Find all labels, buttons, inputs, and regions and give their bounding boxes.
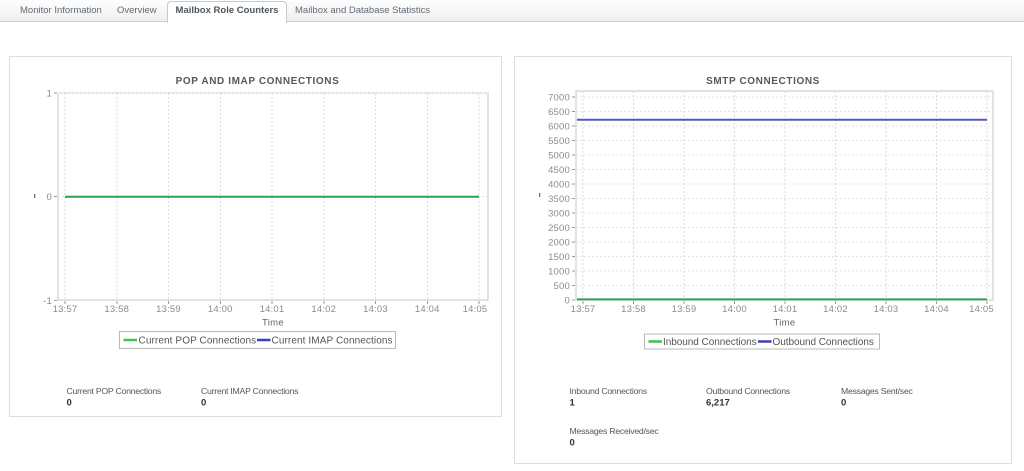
svg-text:Outbound Connections: Outbound Connections: [773, 337, 874, 348]
svg-text:0: 0: [67, 398, 72, 409]
svg-text:4500: 4500: [548, 165, 570, 176]
svg-text:14:03: 14:03: [874, 304, 899, 315]
svg-text:Time: Time: [774, 318, 796, 329]
svg-text:1000: 1000: [548, 266, 570, 277]
svg-text:3500: 3500: [548, 194, 570, 205]
svg-text:Inbound Connections: Inbound Connections: [570, 386, 648, 396]
svg-text:13:57: 13:57: [53, 304, 78, 315]
svg-text:0: 0: [841, 398, 846, 409]
svg-text:14:01: 14:01: [260, 304, 285, 315]
svg-text:2000: 2000: [548, 237, 570, 248]
svg-text:14:03: 14:03: [363, 304, 388, 315]
svg-text:0: 0: [570, 438, 575, 449]
svg-text:14:05: 14:05: [969, 304, 994, 315]
svg-text:5500: 5500: [548, 136, 570, 147]
svg-text:13:59: 13:59: [156, 304, 181, 315]
svg-text:SMTP CONNECTIONS: SMTP CONNECTIONS: [706, 76, 820, 87]
svg-text:13:59: 13:59: [672, 304, 697, 315]
svg-text:13:58: 13:58: [104, 304, 129, 315]
svg-text:1: 1: [570, 398, 576, 409]
svg-text:5000: 5000: [548, 150, 570, 161]
svg-text:Current IMAP Connections: Current IMAP Connections: [272, 336, 393, 347]
svg-text:POP AND IMAP CONNECTIONS: POP AND IMAP CONNECTIONS: [176, 76, 340, 87]
svg-text:0: 0: [47, 192, 52, 203]
svg-text:0: 0: [201, 398, 206, 409]
svg-text:Current IMAP Connections: Current IMAP Connections: [201, 386, 299, 396]
svg-text:Messages Sent/sec: Messages Sent/sec: [841, 386, 913, 396]
svg-text:6,217: 6,217: [706, 398, 730, 409]
svg-text:Messages Received/sec: Messages Received/sec: [570, 426, 660, 436]
svg-text:Inbound Connections: Inbound Connections: [663, 337, 757, 348]
svg-text:2500: 2500: [548, 223, 570, 234]
svg-text:3000: 3000: [548, 208, 570, 219]
svg-text:14:00: 14:00: [722, 304, 747, 315]
svg-text:14:00: 14:00: [208, 304, 233, 315]
svg-text:14:05: 14:05: [463, 304, 488, 315]
svg-text:6000: 6000: [548, 121, 570, 132]
svg-text:14:02: 14:02: [823, 304, 848, 315]
svg-text:13:57: 13:57: [571, 304, 596, 315]
svg-text:7000: 7000: [548, 92, 570, 103]
svg-text:13:58: 13:58: [621, 304, 646, 315]
svg-text:Time: Time: [262, 318, 284, 329]
svg-text:Current POP Connections: Current POP Connections: [139, 336, 257, 347]
svg-text:14:01: 14:01: [773, 304, 798, 315]
svg-text:0: 0: [565, 295, 570, 306]
svg-text:1500: 1500: [548, 252, 570, 263]
svg-text:14:02: 14:02: [311, 304, 336, 315]
svg-text:6500: 6500: [548, 107, 570, 118]
svg-text:-1: -1: [43, 296, 52, 307]
svg-text:14:04: 14:04: [415, 304, 440, 315]
svg-text:Outbound Connections: Outbound Connections: [706, 386, 791, 396]
svg-text:14:04: 14:04: [924, 304, 949, 315]
svg-text:1: 1: [47, 88, 52, 99]
svg-text:Current POP Connections: Current POP Connections: [67, 386, 162, 396]
svg-text:4000: 4000: [548, 179, 570, 190]
svg-text:500: 500: [554, 281, 570, 292]
